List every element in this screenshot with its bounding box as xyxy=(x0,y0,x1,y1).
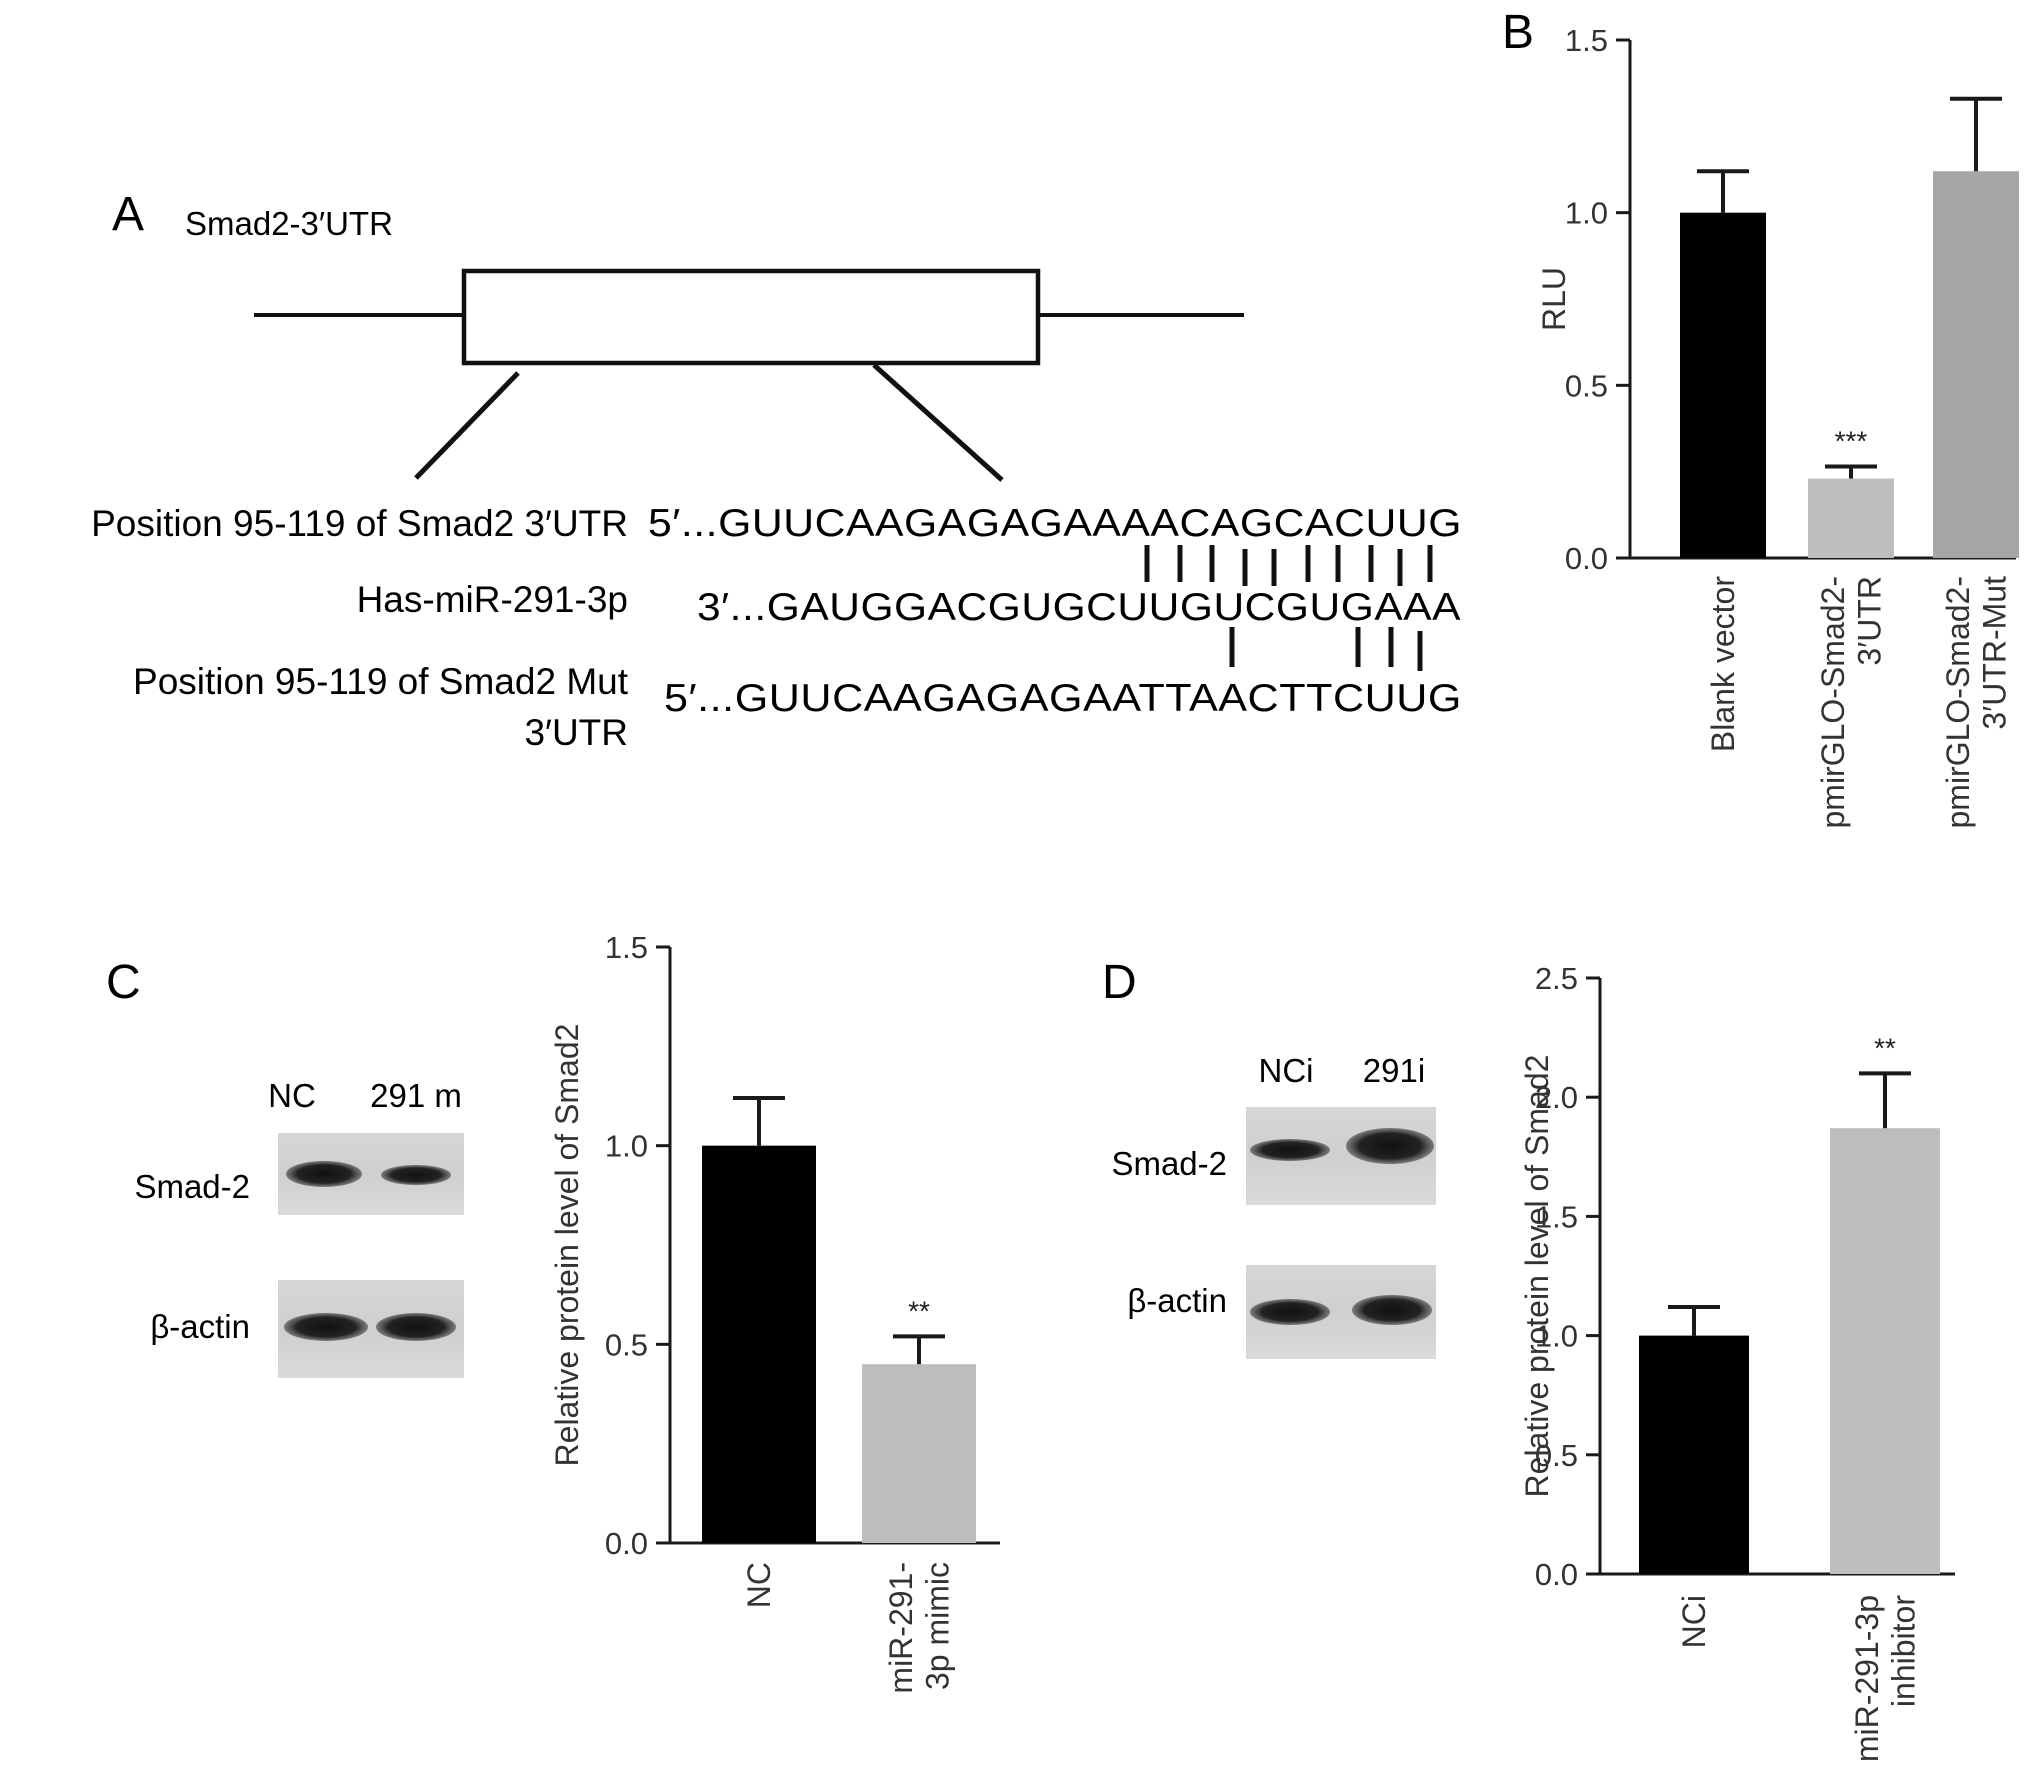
blot-d-actin-band-nci xyxy=(1250,1299,1330,1325)
significance-label-b-2: *** xyxy=(1835,425,1868,456)
blot-c-smad2-band-291m xyxy=(381,1165,451,1185)
zoom-line-right xyxy=(872,363,1004,482)
panel-letter-a: A xyxy=(112,188,144,241)
category-label-c-2: miR-291- xyxy=(883,1562,919,1694)
y-tick-label-d: 2.5 xyxy=(1535,961,1578,996)
y-tick-label-d: 0.0 xyxy=(1535,1557,1578,1592)
y-axis-label-d: Relative protein level of Smad2 xyxy=(1519,1055,1555,1498)
category-label-b-3: pmirGLO-Smad2- xyxy=(1940,576,1976,829)
y-tick-label-d: 1.5 xyxy=(1535,1199,1578,1234)
panel-d: D NCi 291i Smad-2 β-actin 0.0 0.5 1.0 1.5 2.… xyxy=(1102,956,1955,1762)
row1-label: Position 95-119 of Smad2 3′UTR xyxy=(91,503,628,544)
row1-sequence: 5′...GUUCAAGAGAGAAAACAGCACUUG xyxy=(648,502,1462,545)
panel-c: C NC 291 m Smad-2 β-actin 0.0 0.5 1.0 1.5 Re… xyxy=(106,930,1000,1694)
row2-label: Has-miR-291-3p xyxy=(357,579,628,620)
row3-sequence: 5′...GUUCAAGAGAGAATTAACTTCUUG xyxy=(664,677,1462,720)
category-label-c-2: 3p mimic xyxy=(920,1562,956,1690)
chart-c: 0.0 0.5 1.0 1.5 Relative protein level of Sm… xyxy=(549,930,1000,1694)
western-blot-c: NC 291 m Smad-2 β-actin xyxy=(134,1077,464,1378)
category-label-b-2: pmirGLO-Smad2- xyxy=(1815,576,1851,829)
blot-c-row-smad2: Smad-2 xyxy=(134,1168,250,1205)
y-tick-label-c: 0.5 xyxy=(605,1327,648,1362)
y-tick-label-c: 1.0 xyxy=(605,1129,648,1164)
y-tick-label-b: 0.5 xyxy=(1565,368,1608,403)
blot-c-actin-band-nc xyxy=(284,1313,368,1341)
y-tick-label-b: 1.0 xyxy=(1565,196,1608,231)
blot-d-smad2-band-291i xyxy=(1346,1128,1434,1164)
y-tick-label-b: 1.5 xyxy=(1565,23,1608,58)
category-label-d-2: inhibitor xyxy=(1886,1595,1922,1707)
y-tick-label-d: 1.0 xyxy=(1535,1319,1578,1354)
category-label-b-2: 3′UTR xyxy=(1852,576,1888,666)
row2-sequence: 3′...GAUGGACGUGCUUGUCGUGAAA xyxy=(697,586,1461,629)
pairing-ticks-bottom xyxy=(1229,627,1423,671)
y-tick-label-c: 0.0 xyxy=(605,1526,648,1561)
chart-b: 0.0 0.5 1.0 1.5 RLU Blank vector *** pmirGLO-Sm… xyxy=(1536,23,2019,829)
utr-box xyxy=(461,268,1041,366)
bar-d-1 xyxy=(1639,1335,1749,1574)
chart-d: 0.0 0.5 1.0 1.5 2.0 2.5 Relative protein level… xyxy=(1519,961,1955,1762)
blot-c-lane-1: NC xyxy=(268,1077,316,1114)
blot-c-actin-band-291m xyxy=(376,1313,456,1341)
blot-d-row-smad2: Smad-2 xyxy=(1111,1145,1227,1182)
bar-b-3 xyxy=(1933,171,2019,558)
bar-b-1 xyxy=(1680,212,1766,558)
blot-d-row-actin: β-actin xyxy=(1127,1282,1227,1319)
category-label-b-3: 3′UTR-Mut xyxy=(1977,576,2013,730)
y-tick-label-d: 0.5 xyxy=(1535,1438,1578,1473)
bar-c-2 xyxy=(862,1364,976,1543)
panel-letter-d: D xyxy=(1102,956,1137,1009)
bar-c-1 xyxy=(702,1145,816,1543)
row3-label-line2: 3′UTR xyxy=(524,712,628,753)
panel-b: B 0.0 0.5 1.0 1.5 RLU Blank vector *** pmirGLO-… xyxy=(1502,6,2019,829)
blot-c-lane-2: 291 m xyxy=(370,1077,462,1114)
panel-a: A Smad2-3′UTR Position 95-119 of Smad2 3… xyxy=(91,188,1462,753)
blot-c-smad2-band-nc xyxy=(286,1161,362,1187)
y-axis-label-c: Relative protein level of Smad2 xyxy=(549,1024,585,1467)
panel-letter-c: C xyxy=(106,956,141,1009)
blot-d-lane-2: 291i xyxy=(1363,1052,1425,1089)
y-tick-label-b: 0.0 xyxy=(1565,541,1608,576)
pairing-ticks-top xyxy=(1144,545,1433,586)
significance-label-d-2: ** xyxy=(1874,1032,1896,1063)
category-label-d-2: miR-291-3p xyxy=(1849,1595,1885,1762)
western-blot-d: NCi 291i Smad-2 β-actin xyxy=(1111,1052,1436,1359)
blot-d-smad2-band-nci xyxy=(1250,1139,1330,1161)
panel-letter-b: B xyxy=(1502,6,1534,59)
category-label-d-1: NCi xyxy=(1676,1595,1712,1648)
row3-label-line1: Position 95-119 of Smad2 Mut xyxy=(133,661,629,702)
category-label-b-1: Blank vector xyxy=(1705,576,1741,752)
y-tick-label-c: 1.5 xyxy=(605,930,648,965)
y-tick-label-d: 2.0 xyxy=(1535,1080,1578,1115)
blot-d-lane-1: NCi xyxy=(1259,1052,1314,1089)
blot-c-row-actin: β-actin xyxy=(150,1308,250,1345)
y-axis-label-b: RLU xyxy=(1536,267,1572,331)
blot-d-actin-band-291i xyxy=(1352,1295,1432,1325)
bar-b-2 xyxy=(1808,478,1894,558)
significance-label-c-2: ** xyxy=(908,1295,930,1326)
zoom-line-left xyxy=(414,371,520,480)
category-label-c-1: NC xyxy=(741,1562,777,1608)
gene-label: Smad2-3′UTR xyxy=(185,205,393,242)
bar-d-2 xyxy=(1830,1128,1940,1574)
